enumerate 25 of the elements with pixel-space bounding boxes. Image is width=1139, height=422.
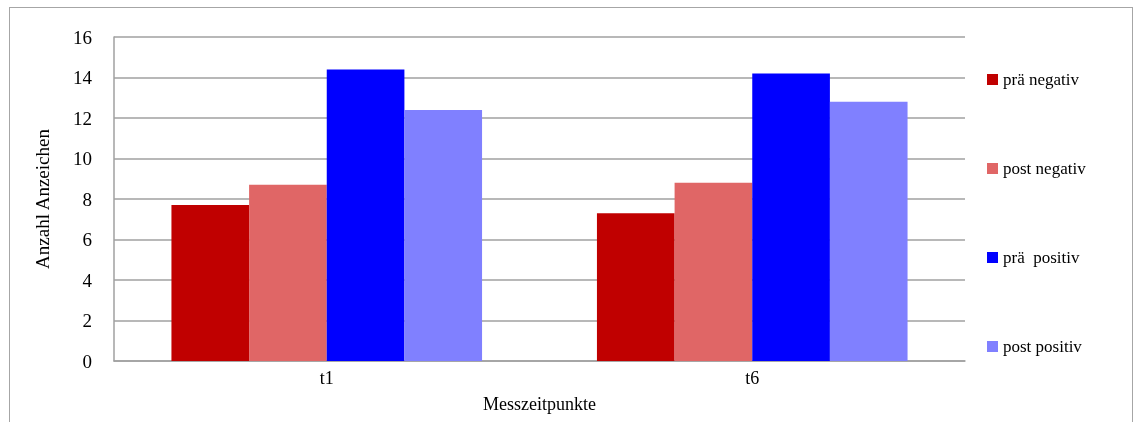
bar — [326, 69, 405, 361]
y-tick-label: 2 — [82, 310, 92, 331]
y-tick-label: 4 — [82, 269, 93, 291]
y-axis-title: Anzahl Anzeichen — [32, 128, 53, 269]
bar — [249, 184, 327, 361]
legend-label: prä negativ — [1003, 70, 1080, 89]
x-axis-title: Messzeitpunkte — [483, 394, 596, 414]
y-tick-label: 16 — [73, 26, 92, 48]
x-tick-label: t1 — [319, 368, 334, 388]
y-tick-label: 10 — [73, 148, 92, 169]
legend-label: post positiv — [1003, 337, 1083, 356]
bar — [674, 182, 753, 361]
y-tick-label: 6 — [82, 229, 92, 250]
legend-label: post negativ — [1003, 159, 1087, 178]
y-tick-label: 8 — [82, 188, 92, 210]
bar — [596, 213, 675, 361]
bar — [829, 101, 908, 361]
bar — [752, 73, 830, 361]
y-tick-label: 12 — [73, 107, 92, 129]
bar — [404, 109, 483, 361]
y-tick-label: 0 — [82, 350, 92, 372]
y-tick-label: 14 — [73, 67, 93, 88]
legend-label: prä positiv — [1003, 248, 1080, 267]
bar — [171, 205, 250, 361]
x-tick-label: t6 — [745, 368, 760, 388]
